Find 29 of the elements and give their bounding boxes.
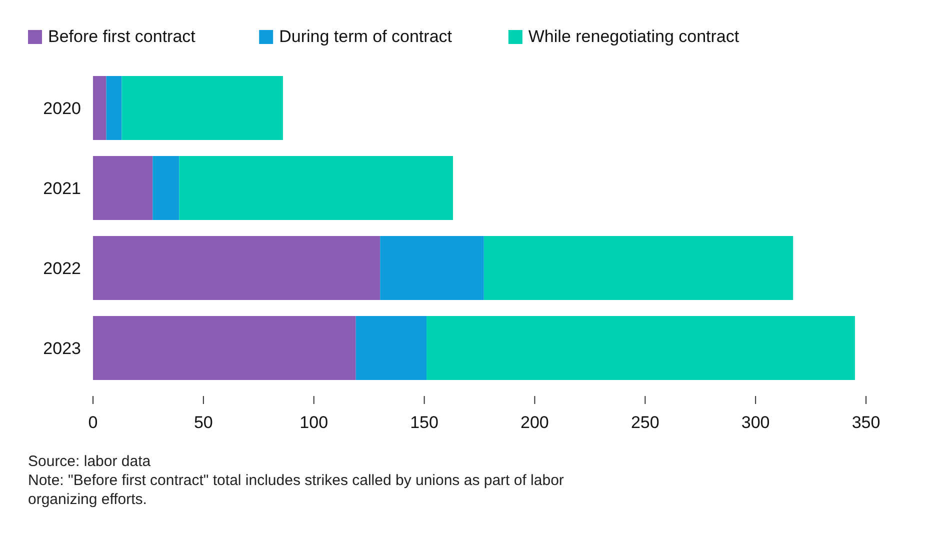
x-tick-label: 0 bbox=[88, 413, 98, 432]
y-tick-label: 2022 bbox=[43, 258, 81, 278]
x-tick-label: 100 bbox=[300, 413, 328, 432]
x-tick-label: 200 bbox=[520, 413, 549, 432]
bar bbox=[93, 76, 106, 140]
y-tick-label: 2020 bbox=[43, 98, 81, 118]
y-tick-label: 2021 bbox=[43, 178, 81, 198]
x-tick-label: 150 bbox=[410, 413, 438, 432]
bar bbox=[93, 156, 153, 220]
y-tick-label: 2023 bbox=[43, 338, 81, 358]
bar bbox=[93, 236, 380, 300]
bar bbox=[426, 316, 855, 380]
x-tick-label: 250 bbox=[630, 413, 660, 432]
x-tick-label: 50 bbox=[194, 413, 213, 432]
x-tick-label: 300 bbox=[741, 413, 770, 432]
bar bbox=[106, 76, 122, 140]
legend-label: During term of contract bbox=[279, 27, 452, 46]
bar bbox=[93, 316, 356, 380]
bar bbox=[122, 76, 283, 140]
text: Note: "Before first contract" total includes strikes called by unions as part of labor organizing efforts. bbox=[28, 472, 564, 508]
bar bbox=[356, 316, 426, 380]
legend-label: While renegotiating contract bbox=[528, 27, 740, 46]
x-tick-label: 350 bbox=[852, 413, 880, 432]
bar bbox=[152, 156, 180, 220]
bar bbox=[484, 236, 794, 300]
bar bbox=[179, 156, 453, 220]
source-note: Source: labor data bbox=[28, 453, 152, 470]
bar bbox=[380, 236, 484, 300]
legend-label: Before first contract bbox=[48, 27, 196, 46]
